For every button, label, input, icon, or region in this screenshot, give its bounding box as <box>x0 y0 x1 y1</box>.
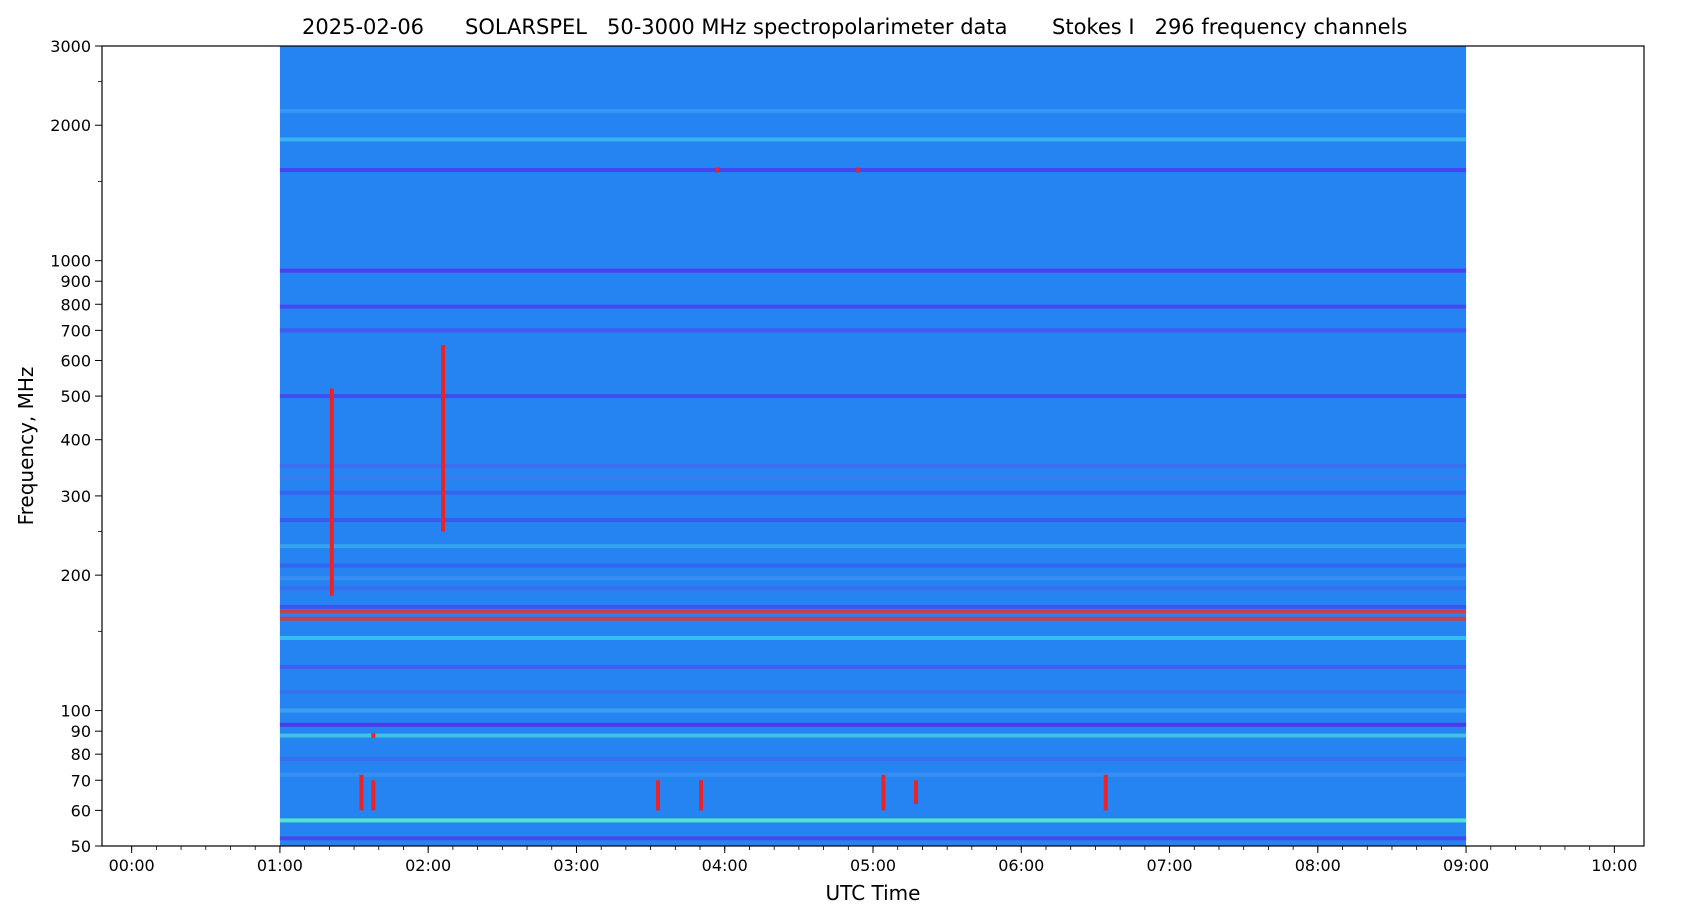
radio-burst <box>699 780 704 811</box>
spectral-band <box>279 689 1467 694</box>
y-tick-label: 50 <box>71 837 91 856</box>
chart-title-instrument: SOLARSPEL 50-3000 MHz spectropolarimeter… <box>465 15 1008 39</box>
spectral-band <box>279 518 1467 523</box>
spectral-band <box>279 576 1467 581</box>
radio-burst <box>1103 774 1108 811</box>
radio-burst <box>371 733 376 738</box>
spectral-band <box>279 818 1467 823</box>
spectral-band <box>279 475 1467 480</box>
radio-burst <box>359 774 364 811</box>
frequency-bands <box>279 109 1467 841</box>
y-tick-label: 400 <box>60 431 91 450</box>
spectral-band <box>279 168 1467 173</box>
y-tick-label: 3000 <box>50 37 91 56</box>
y-tick-label: 300 <box>60 487 91 506</box>
plot-area <box>101 45 1645 847</box>
chart-title-stokes: Stokes I 296 frequency channels <box>1052 15 1407 39</box>
spectral-band <box>279 463 1467 468</box>
y-tick-label: 90 <box>71 722 91 741</box>
y-tick-label: 1000 <box>50 252 91 271</box>
spectral-band <box>279 616 1467 621</box>
x-tick-label: 03:00 <box>553 856 599 875</box>
y-tick-label: 600 <box>60 351 91 370</box>
spectral-band <box>279 733 1467 738</box>
spectral-band <box>279 490 1467 495</box>
y-tick-label: 80 <box>71 745 91 764</box>
spectral-band <box>279 304 1467 309</box>
radio-burst <box>329 388 334 596</box>
y-axis-label: Frequency, MHz <box>14 367 38 526</box>
spectral-band <box>279 268 1467 273</box>
spectral-band <box>279 708 1467 713</box>
y-tick-label: 500 <box>60 387 91 406</box>
x-tick-label: 01:00 <box>257 856 303 875</box>
spectral-band <box>279 757 1467 762</box>
spectral-band <box>279 664 1467 669</box>
x-tick-label: 02:00 <box>405 856 451 875</box>
y-tick-label: 800 <box>60 295 91 314</box>
radio-burst <box>715 167 720 173</box>
radio-burst <box>441 344 446 532</box>
radio-burst <box>656 780 661 811</box>
x-tick-label: 08:00 <box>1295 856 1341 875</box>
y-tick-label: 60 <box>71 801 91 820</box>
y-tick-label: 100 <box>60 702 91 721</box>
spectral-band <box>279 635 1467 640</box>
x-tick-label: 10:00 <box>1591 856 1637 875</box>
spectral-band <box>279 722 1467 727</box>
spectral-band <box>279 109 1467 114</box>
y-tick-label: 2000 <box>50 116 91 135</box>
spectral-band <box>279 394 1467 399</box>
x-tick-label: 00:00 <box>109 856 155 875</box>
y-tick-label: 900 <box>60 272 91 291</box>
spectral-band <box>279 604 1467 609</box>
spectral-band <box>279 563 1467 568</box>
spectral-band <box>279 609 1467 614</box>
x-axis: 00:00 01:00 02:00 03:00 04:00 05:00 06:00 07:00… <box>109 846 1637 875</box>
x-tick-label: 05:00 <box>850 856 896 875</box>
x-tick-label: 09:00 <box>1443 856 1489 875</box>
y-tick-label: 70 <box>71 771 91 790</box>
radio-burst <box>856 167 861 173</box>
x-tick-label: 04:00 <box>702 856 748 875</box>
chart-title-date: 2025-02-06 <box>302 15 424 39</box>
x-tick-label: 07:00 <box>1146 856 1192 875</box>
spectrogram-data-region <box>279 46 1467 846</box>
y-tick-label: 700 <box>60 321 91 340</box>
y-tick-label: 200 <box>60 566 91 585</box>
spectral-band <box>279 836 1467 841</box>
radio-bursts <box>329 167 1108 811</box>
x-axis-label: UTC Time <box>826 881 921 905</box>
radio-burst <box>881 774 886 811</box>
radio-burst <box>371 780 376 811</box>
spectral-band <box>279 544 1467 549</box>
spectral-band <box>279 137 1467 142</box>
x-tick-label: 06:00 <box>998 856 1044 875</box>
spectral-band <box>279 328 1467 333</box>
spectral-band <box>279 772 1467 777</box>
radio-burst <box>913 780 918 804</box>
spectral-band <box>279 586 1467 591</box>
